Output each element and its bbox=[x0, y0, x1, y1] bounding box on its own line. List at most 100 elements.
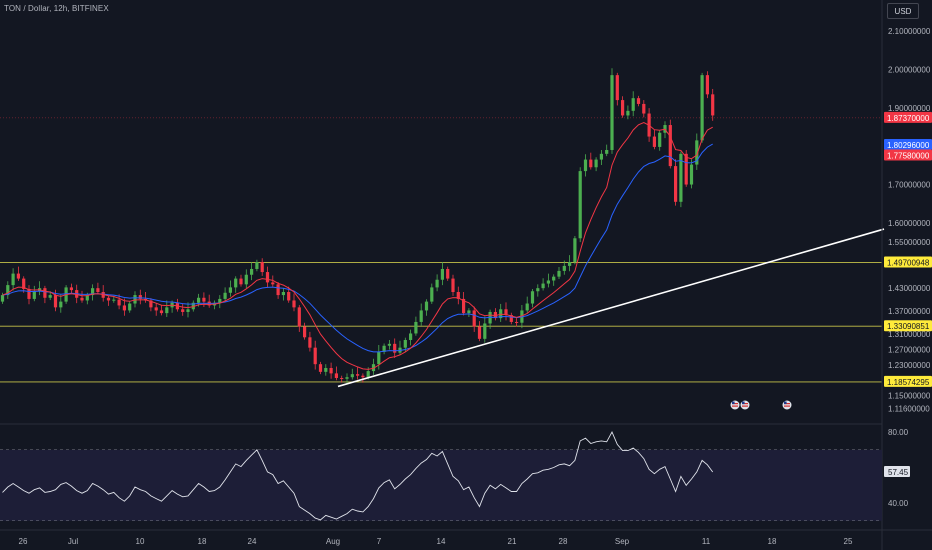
candle-body bbox=[48, 295, 52, 298]
candle-body bbox=[568, 262, 572, 266]
price-axis-label: 1.11600000 bbox=[888, 405, 930, 414]
candle-body bbox=[435, 279, 439, 288]
price-axis-label: 1.31000000 bbox=[888, 330, 931, 339]
candle-body bbox=[541, 283, 545, 289]
price-axis-label: 2.00000000 bbox=[888, 65, 931, 74]
candle-body bbox=[281, 292, 285, 296]
candle-body bbox=[451, 278, 455, 293]
rsi-value-tag-bg bbox=[884, 466, 910, 478]
candle-body bbox=[589, 159, 593, 168]
candle-body bbox=[11, 273, 15, 286]
candle-body bbox=[695, 140, 699, 165]
candle-body bbox=[711, 94, 715, 116]
candle-body bbox=[32, 291, 36, 299]
candles-group bbox=[0, 68, 715, 385]
candle-body bbox=[202, 297, 206, 302]
time-axis-label: Jul bbox=[68, 537, 78, 546]
candle-body bbox=[165, 307, 169, 314]
currency-button[interactable]: USD bbox=[887, 3, 919, 19]
time-axis-label: 7 bbox=[377, 537, 382, 546]
price-axis-label: 1.70000000 bbox=[888, 181, 931, 190]
candle-body bbox=[27, 288, 31, 299]
candle-body bbox=[573, 238, 577, 263]
candle-body bbox=[530, 291, 535, 304]
candle-body bbox=[393, 343, 397, 353]
candle-body bbox=[462, 298, 466, 314]
candle-body bbox=[546, 280, 550, 284]
candle-body bbox=[578, 171, 582, 239]
candle-body bbox=[329, 368, 333, 374]
candle-body bbox=[610, 75, 614, 150]
price-axis-label: 1.27000000 bbox=[888, 346, 931, 355]
candle-body bbox=[626, 110, 630, 116]
candle-body bbox=[679, 153, 683, 202]
candle-body bbox=[69, 287, 73, 291]
candle-body bbox=[599, 153, 603, 160]
price-tag: 1.87370000 bbox=[887, 114, 930, 123]
us-flag-event-icon[interactable] bbox=[781, 399, 793, 411]
candle-body bbox=[276, 284, 280, 296]
rsi-axis-label: 40.00 bbox=[888, 499, 909, 508]
price-axis-label: 1.60000000 bbox=[888, 219, 931, 228]
time-axis-label: 10 bbox=[136, 537, 145, 546]
candle-body bbox=[366, 371, 370, 378]
candle-body bbox=[0, 295, 5, 302]
candle-body bbox=[705, 75, 709, 95]
candle-body bbox=[668, 125, 672, 167]
level-price-tag: 1.33090851 bbox=[887, 322, 930, 331]
candle-body bbox=[350, 374, 354, 378]
candle-body bbox=[377, 351, 381, 365]
candle-body bbox=[504, 309, 508, 316]
time-axis-label: 26 bbox=[19, 537, 28, 546]
candle-body bbox=[234, 278, 238, 288]
us-flag-event-icon[interactable] bbox=[729, 399, 741, 411]
candle-body bbox=[297, 307, 301, 327]
candle-body bbox=[303, 326, 307, 338]
candle-body bbox=[621, 100, 625, 116]
price-axis-label: 1.37000000 bbox=[888, 307, 931, 316]
candle-body bbox=[456, 292, 460, 299]
level-price-tag-bg bbox=[884, 256, 932, 268]
candle-body bbox=[515, 321, 519, 323]
price-tag-bg bbox=[884, 149, 932, 161]
candle-body bbox=[414, 321, 418, 334]
candle-body bbox=[631, 98, 635, 111]
candle-body bbox=[424, 301, 429, 311]
rsi-line bbox=[2, 430, 714, 521]
candle-body bbox=[499, 309, 503, 319]
candle-body bbox=[250, 268, 254, 275]
candle-body bbox=[387, 343, 391, 346]
time-axis-label: 18 bbox=[768, 537, 777, 546]
level-price-tag: 1.49700948 bbox=[887, 258, 930, 267]
candle-body bbox=[356, 374, 360, 376]
candle-body bbox=[674, 166, 678, 202]
candle-body bbox=[239, 278, 243, 285]
candle-body bbox=[536, 288, 540, 292]
candle-body bbox=[525, 303, 529, 311]
candle-body bbox=[334, 373, 338, 378]
candle-body bbox=[594, 159, 598, 168]
level-price-tag-bg bbox=[884, 375, 932, 387]
candle-body bbox=[218, 298, 222, 303]
time-axis-label: 18 bbox=[198, 537, 207, 546]
candle-body bbox=[467, 310, 471, 314]
time-axis-label: 21 bbox=[508, 537, 517, 546]
us-flag-event-icon[interactable] bbox=[739, 399, 751, 411]
candle-body bbox=[271, 282, 275, 285]
rsi-value-tag: 57.45 bbox=[888, 468, 909, 477]
candle-body bbox=[80, 297, 84, 301]
candle-body bbox=[133, 295, 137, 304]
candle-body bbox=[509, 315, 513, 322]
candle-body bbox=[636, 98, 641, 104]
candle-body bbox=[403, 339, 407, 348]
candle-body bbox=[318, 364, 323, 372]
candle-body bbox=[382, 345, 386, 352]
candle-body bbox=[186, 309, 190, 312]
candle-body bbox=[684, 153, 688, 185]
candle-body bbox=[260, 262, 264, 273]
price-axis-label: 1.90000000 bbox=[888, 104, 931, 113]
candle-body bbox=[96, 288, 100, 293]
candle-body bbox=[605, 149, 609, 154]
candle-body bbox=[265, 272, 270, 283]
